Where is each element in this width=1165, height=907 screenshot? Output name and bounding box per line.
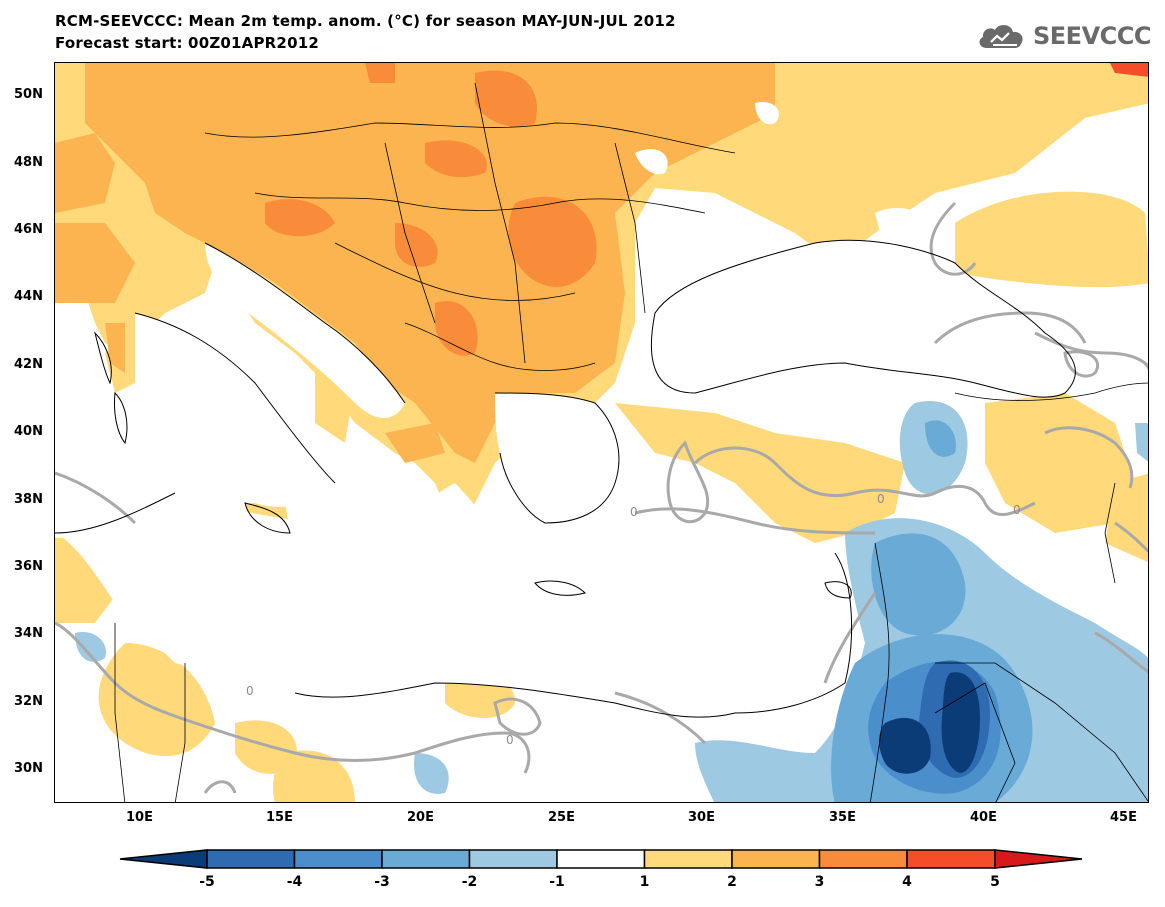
colorbar-swatch (293, 849, 383, 869)
lon-label-25e: 25E (548, 810, 575, 825)
contour-labels: 0 0 0 0 0 (246, 492, 1021, 747)
lon-label-30e: 30E (688, 810, 715, 825)
lon-label-10e: 10E (126, 810, 153, 825)
lat-label-46n: 46N (14, 222, 43, 237)
lat-label-44n: 44N (14, 289, 43, 304)
colorbar-swatch (906, 849, 996, 869)
cloud-icon (979, 24, 1023, 48)
lat-label-40n: 40N (14, 424, 43, 439)
logo-text: SEEVCCC (1033, 22, 1152, 50)
contour-label: 0 (1013, 503, 1021, 517)
colorbar-label: -4 (286, 874, 303, 890)
lon-label-35e: 35E (829, 810, 856, 825)
lon-label-20e: 20E (407, 810, 434, 825)
coastlines (55, 239, 1076, 718)
colorbar-label: 1 (639, 874, 650, 890)
lat-label-30n: 30N (14, 761, 43, 776)
colorbar-label: -1 (549, 874, 565, 890)
contour-label: 0 (877, 492, 885, 506)
lat-label-34n: 34N (14, 626, 43, 641)
lon-label-45e: 45E (1110, 810, 1137, 825)
colorbar-arrow-high (994, 849, 1083, 869)
anomaly-map: 0 0 0 0 0 (54, 62, 1149, 803)
lat-label-50n: 50N (14, 87, 43, 102)
contour-label: 0 (506, 733, 514, 747)
forecast-start-label: Forecast start: 00Z01APR2012 (55, 34, 319, 52)
lat-label-48n: 48N (14, 155, 43, 170)
sea-areas (55, 102, 1128, 718)
colorbar-swatch (206, 849, 296, 869)
lon-label-40e: 40E (970, 810, 997, 825)
colorbar-label: -2 (461, 874, 478, 890)
colorbar-label: -3 (374, 874, 390, 890)
contour-label: 0 (246, 684, 254, 698)
colorbar-label: 5 (990, 874, 1000, 890)
colorbar-swatch (731, 849, 821, 869)
colorbar-swatch (818, 849, 908, 869)
map-title: RCM-SEEVCCC: Mean 2m temp. anom. (°C) fo… (55, 12, 676, 30)
colorbar-label: 3 (814, 874, 825, 890)
colorbar-swatch (381, 849, 471, 869)
colorbar-label: 2 (727, 874, 737, 890)
anomaly-map-svg: 0 0 0 0 0 (55, 63, 1148, 802)
contour-label: 0 (630, 505, 638, 519)
colorbar-label: -5 (199, 874, 215, 890)
lon-label-15e: 15E (266, 810, 293, 825)
country-borders (114, 82, 1148, 802)
lat-label-36n: 36N (14, 559, 43, 574)
anomaly-band-4-to-5 (1110, 63, 1148, 77)
lat-label-42n: 42N (14, 357, 43, 372)
colorbar-arrow-low (119, 849, 208, 869)
lat-label-38n: 38N (14, 492, 43, 507)
colorbar (119, 849, 1083, 869)
anomaly-band-below-neg5 (879, 672, 980, 774)
lat-label-32n: 32N (14, 694, 43, 709)
seevccc-logo: SEEVCCC (975, 20, 1152, 52)
colorbar-swatch (556, 849, 646, 869)
colorbar-swatch (643, 849, 733, 869)
colorbar-label: 4 (902, 874, 912, 890)
colorbar-swatch (468, 849, 558, 869)
